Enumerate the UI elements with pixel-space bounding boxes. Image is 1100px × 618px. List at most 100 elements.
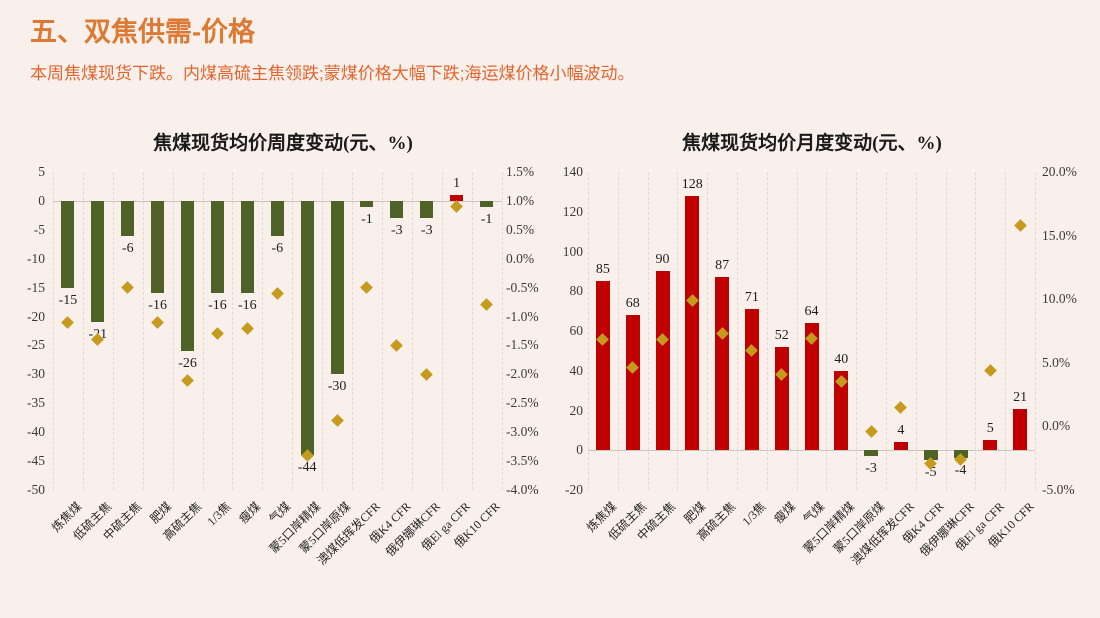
y-axis-tick: -25 [27,337,45,353]
y-axis-tick: 5 [38,164,45,179]
gridline [1005,172,1007,490]
marker-diamond [360,281,374,294]
bar [715,277,730,451]
value-label: 4 [897,423,905,439]
secondary-axis-tick: 0.5% [506,221,535,237]
secondary-axis-tick: -1.5% [506,337,539,353]
value-label: -15 [58,292,78,308]
value-label: -1 [361,211,373,227]
x-axis-label: 瘦煤 [236,499,264,527]
value-label: 90 [655,252,670,268]
bar [300,200,314,456]
marker-diamond [450,200,464,214]
marker-diamond [390,339,404,352]
y-axis-tick: 0 [576,442,583,458]
y-axis-tick: 20 [569,402,584,418]
y-axis-tick: -30 [27,366,45,382]
marker-diamond [121,281,135,294]
secondary-axis-tick: -2.5% [506,395,539,411]
secondary-axis-tick: -4.0% [506,482,539,497]
y-axis-tick: -10 [27,250,45,266]
y-axis-tick: 140 [562,164,583,179]
secondary-axis-tick: -3.5% [506,453,539,469]
chart-weekly-title: 焦煤现货均价周度变动(元、%) [153,133,413,154]
bar [210,200,224,294]
value-label: 52 [774,327,789,343]
gridline [647,172,649,490]
bar [744,309,759,451]
value-label: -16 [208,298,227,314]
gridline [796,172,798,490]
bar [270,200,284,236]
bar [151,200,165,294]
secondary-axis-tick: 5.0% [1042,354,1071,370]
gridline [617,172,619,490]
secondary-axis-tick: 0.0% [506,250,535,266]
y-axis-tick: -45 [27,453,45,469]
secondary-axis-tick: 15.0% [1042,227,1077,243]
bar [480,200,494,207]
secondary-axis-tick: 20.0% [1042,164,1077,179]
marker-diamond [894,400,908,414]
gridline [737,172,738,490]
zero-gridline [588,450,1035,452]
secondary-axis-tick: 0.0% [1042,418,1071,434]
gridline [441,172,443,490]
gridline [886,172,887,490]
marker-diamond [420,367,434,381]
gridline [202,172,204,490]
y-axis-tick: 80 [569,283,584,299]
y-axis-tick: -20 [27,308,45,324]
value-label: -3 [391,223,403,239]
bar [91,200,105,323]
marker-diamond [864,425,878,438]
bar [864,450,879,457]
secondary-axis-tick: 1.5% [506,164,535,179]
gridline [588,172,589,490]
bar [61,200,75,288]
value-label: -30 [327,379,347,395]
value-label: 85 [595,262,610,278]
marker-diamond [151,315,165,329]
value-label: -3 [420,223,433,239]
marker-diamond [480,298,493,312]
bar [983,440,998,451]
marker-diamond [270,287,284,300]
gridline [262,172,264,490]
value-label: 71 [744,290,759,306]
bar [390,200,404,219]
bar [625,315,640,451]
value-label: -6 [121,240,134,256]
gridline [232,172,234,490]
gridline [82,172,84,490]
gridline [677,172,679,490]
bar [923,450,938,461]
y-axis-tick: -15 [27,279,45,295]
value-label: -3 [865,461,877,477]
x-axis-label: 瘦煤 [771,499,798,527]
gridline [945,172,947,490]
bar [893,442,908,451]
bar [685,195,700,451]
value-label: 1 [453,176,461,192]
value-label: -26 [178,356,197,372]
y-axis-tick: -5 [33,221,45,237]
bar [774,346,789,451]
bar [181,200,195,352]
y-axis-tick: 60 [569,323,584,338]
y-axis-tick: 40 [569,362,584,378]
value-label: 5 [986,421,994,437]
value-label: -1 [480,211,493,227]
gridline [915,172,917,490]
x-axis-label: 1/3焦 [204,499,234,529]
gridline [1035,172,1036,490]
y-axis-tick: -35 [27,395,45,411]
marker-diamond [61,315,75,329]
gridline [411,172,413,490]
bar [121,200,135,236]
marker-diamond [1013,219,1027,232]
bar [240,200,254,294]
secondary-axis-tick: 1.0% [506,192,535,208]
gridline [707,172,709,490]
